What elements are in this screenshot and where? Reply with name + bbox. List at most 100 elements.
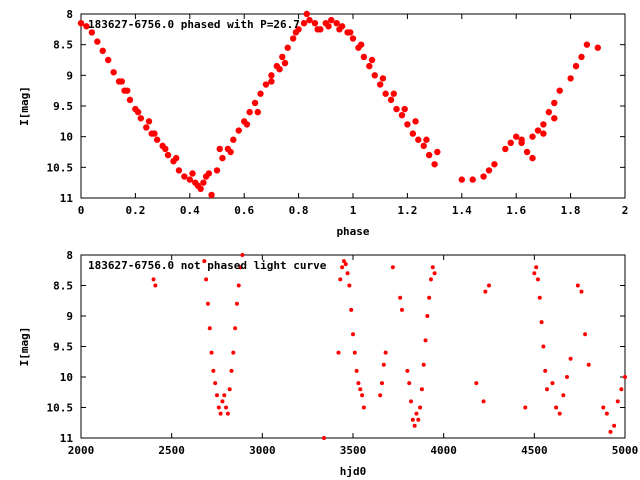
data-point [340,265,345,270]
x-axis-label: phase [336,225,369,238]
data-point [529,154,536,162]
data-point [200,179,207,186]
data-point [383,350,388,355]
data-point [556,87,563,94]
y-tick-label: 9 [66,310,73,323]
data-point [608,429,613,434]
x-tick-label: 0.4 [180,204,200,217]
data-point [243,121,251,128]
data-point [238,265,243,270]
data-point [292,29,300,36]
data-point [235,127,242,134]
data-point [336,350,341,355]
data-point [224,405,229,410]
data-point [181,173,188,180]
y-tick-label: 10 [60,131,73,144]
x-tick-label: 1 [350,204,357,217]
data-point [230,136,237,143]
x-tick-label: 0.6 [234,204,254,217]
x-tick-label: 2000 [68,444,95,457]
data-point [207,326,212,331]
data-point [229,368,234,373]
data-point [377,81,384,88]
data-point [540,121,547,128]
data-point [390,265,395,270]
data-point [360,393,365,398]
data-point [398,295,403,300]
data-point [338,277,343,282]
data-point [314,26,321,33]
x-axis-label: hjd0 [340,465,367,478]
data-point [415,136,422,143]
data-point [567,75,574,82]
data-point [409,130,417,137]
data-point [220,399,225,404]
data-point [551,115,558,122]
data-point [225,411,230,416]
data-point [268,78,275,85]
data-point [343,262,348,267]
data-point [303,10,310,18]
data-point [615,399,620,404]
data-point [458,176,465,183]
data-point [88,29,96,36]
data-point [153,136,161,143]
data-point [540,130,547,137]
data-point [507,139,514,146]
data-point [434,148,441,156]
data-point [202,259,207,264]
data-point [380,381,385,386]
data-point [469,176,476,183]
x-tick-label: 1.6 [506,204,526,217]
data-point [586,362,591,367]
data-point [535,277,540,282]
data-point [583,332,588,337]
data-point [151,130,158,137]
data-point [368,56,376,64]
y-tick-label: 8.5 [53,39,73,52]
y-tick-label: 9 [66,69,73,82]
data-point [561,393,566,398]
data-point [390,90,397,97]
data-point [361,405,366,410]
data-point [222,393,227,398]
data-point [164,151,172,159]
data-point [83,23,90,30]
data-point [236,283,241,288]
data-point [300,20,308,27]
data-point [227,148,234,156]
data-point [175,167,183,174]
data-point [421,362,426,367]
x-tick-label: 0.8 [289,204,309,217]
data-point [233,326,238,331]
data-point [209,350,214,355]
x-tick-label: 1.4 [452,204,472,217]
data-point [352,350,357,355]
x-tick-label: 1.8 [561,204,581,217]
data-point [216,405,221,410]
data-point [543,368,548,373]
data-point [575,283,580,288]
data-point [276,66,283,73]
data-point [568,356,573,361]
data-point [94,38,101,45]
data-point [381,362,386,367]
data-point [366,62,373,70]
data-point [356,381,361,386]
y-tick-label: 8.5 [53,280,73,293]
data-point [412,423,417,428]
data-point [554,405,559,410]
data-point [351,332,355,337]
data-point [234,301,239,306]
y-tick-label: 10 [60,371,73,384]
x-tick-label: 3000 [249,444,276,457]
data-point [412,118,419,125]
data-point [215,393,219,398]
data-point [594,44,601,51]
data-point [409,399,414,404]
data-point [513,133,520,140]
data-point [523,405,528,410]
x-tick-label: 2500 [158,444,185,457]
y-axis-label: I[mag] [18,86,31,126]
data-point [604,411,609,416]
